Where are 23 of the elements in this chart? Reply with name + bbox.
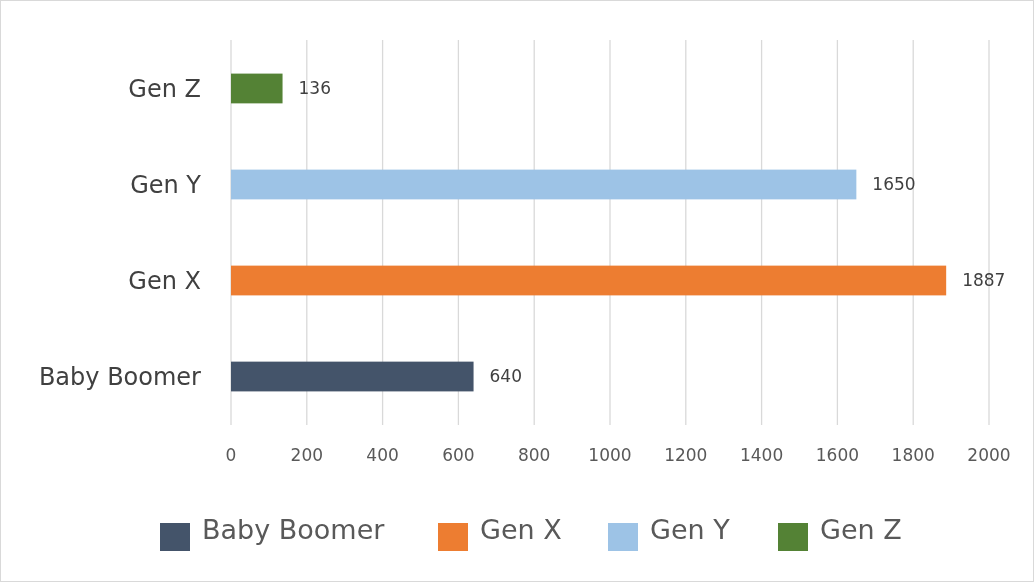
legend-label: Baby Boomer xyxy=(202,514,386,546)
x-tick-label: 600 xyxy=(442,445,475,465)
legend-label: Gen Y xyxy=(650,514,731,546)
x-tick-label: 400 xyxy=(366,445,399,465)
data-label: 1650 xyxy=(872,174,916,195)
legend-label: Gen Z xyxy=(820,514,902,546)
y-tick-label: Gen Z xyxy=(128,74,201,103)
x-tick-label: 1400 xyxy=(739,445,784,465)
y-tick-label: Baby Boomer xyxy=(38,362,202,391)
x-tick-label: 800 xyxy=(517,445,551,465)
x-tick-label: 2000 xyxy=(967,445,1011,465)
legend-label: Gen X xyxy=(480,514,562,546)
x-tick-label: 1600 xyxy=(815,445,860,465)
y-tick-label: Gen X xyxy=(128,266,201,295)
x-tick-label: 200 xyxy=(290,445,324,465)
data-label: 136 xyxy=(298,78,331,99)
y-tick-label: Gen Y xyxy=(130,170,202,199)
x-tick-label: 1000 xyxy=(588,445,632,465)
x-tick-label: 1200 xyxy=(664,445,708,465)
x-tick-label: 0 xyxy=(225,445,237,465)
x-tick-label: 1800 xyxy=(891,445,935,465)
data-label: 640 xyxy=(489,366,523,387)
data-label: 1887 xyxy=(962,270,1006,291)
